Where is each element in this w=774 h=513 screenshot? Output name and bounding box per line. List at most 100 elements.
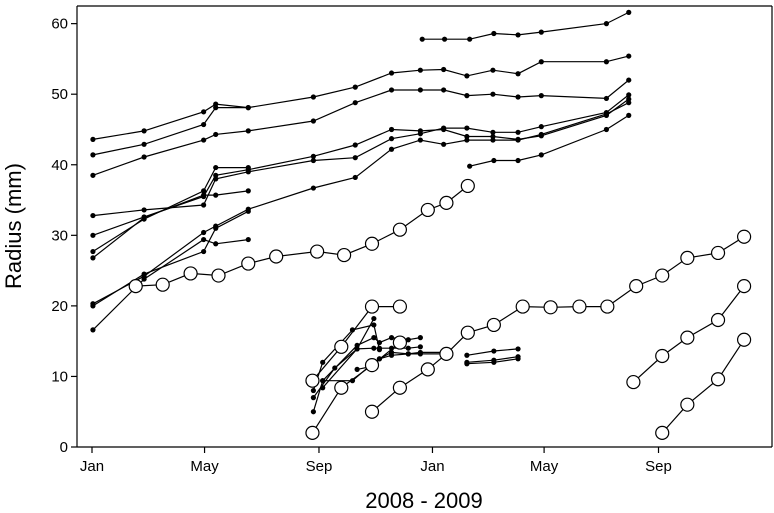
filled-dot-point — [441, 36, 448, 42]
filled-dot-point — [201, 109, 207, 115]
filled-dot-point — [388, 345, 395, 351]
filled-dot-series — [90, 53, 632, 142]
open-circle-point — [655, 268, 670, 283]
y-tick-label: 30 — [51, 227, 68, 244]
filled-dot-point — [90, 212, 96, 219]
open-circle-point — [392, 222, 408, 237]
y-tick-label: 0 — [60, 439, 68, 456]
filled-dot-point — [405, 345, 411, 351]
filled-dot-point — [388, 136, 395, 142]
filled-dot-point — [352, 155, 358, 161]
open-circle-point — [680, 397, 695, 412]
filled-dot-point — [603, 95, 610, 102]
filled-dot-point — [245, 236, 251, 243]
filled-dot-point — [141, 154, 147, 160]
open-circle-series — [655, 332, 752, 440]
filled-dot-point — [417, 87, 423, 93]
filled-dot-point — [417, 351, 423, 357]
x-tick-label: Jan — [80, 458, 104, 475]
filled-dot-point — [491, 348, 497, 354]
filled-dot-point — [405, 337, 411, 343]
filled-dot-point — [371, 322, 377, 328]
open-circle-point — [600, 299, 615, 314]
filled-dot-point — [141, 207, 147, 213]
filled-dot-point — [90, 136, 96, 142]
open-circle-point — [392, 299, 408, 314]
filled-dot-point — [371, 345, 377, 351]
open-circle-point — [334, 380, 349, 395]
filled-dot-point — [90, 303, 96, 309]
filled-dot-point — [90, 152, 96, 158]
filled-dot-point — [388, 126, 395, 133]
open-circle-point — [305, 373, 320, 388]
filled-dot-point — [538, 124, 544, 130]
filled-dot-point — [419, 36, 425, 42]
filled-dot-point — [515, 346, 521, 352]
filled-dot-point — [603, 59, 610, 65]
filled-dot-point — [464, 73, 470, 79]
filled-dot-point — [213, 192, 219, 198]
filled-dot-point — [490, 129, 496, 135]
filled-dot-point — [626, 53, 632, 59]
filled-dot-point — [491, 359, 497, 365]
filled-dot-point — [388, 146, 395, 152]
filled-dot-point — [417, 128, 423, 134]
series-line — [312, 306, 400, 382]
open-circle-point — [155, 277, 170, 292]
filled-dot-point — [464, 93, 470, 99]
filled-dot-point — [310, 409, 316, 415]
x-axis-title: 2008 - 2009 — [365, 488, 482, 513]
open-circle-series — [305, 299, 408, 388]
series-line — [92, 106, 249, 156]
filled-dot-point — [349, 378, 356, 384]
open-circle-point — [736, 229, 752, 244]
filled-dot-point — [213, 164, 219, 171]
filled-dot-point — [320, 385, 326, 391]
open-circle-point — [334, 339, 349, 354]
open-circle-point — [364, 299, 380, 314]
open-circle-point — [241, 256, 256, 271]
y-tick-label: 20 — [51, 298, 68, 315]
y-axis-title: Radius (mm) — [1, 163, 26, 289]
filled-dot-point — [201, 188, 207, 194]
filled-dot-point — [245, 105, 251, 111]
filled-dot-series — [467, 112, 632, 169]
x-tick-label: May — [530, 458, 559, 475]
series-line — [92, 98, 630, 236]
filled-dot-point — [491, 157, 497, 164]
open-circle-point — [710, 372, 726, 387]
series-line — [92, 210, 249, 307]
filled-dot-point — [90, 327, 96, 333]
filled-dot-point — [245, 208, 251, 214]
y-tick-label: 40 — [51, 157, 68, 174]
filled-dot-point — [141, 271, 147, 277]
y-axis-ticks: 0 10 20 30 40 50 60 — [51, 16, 77, 456]
x-tick-label: Sep — [306, 458, 333, 475]
filled-dot-point — [213, 105, 219, 111]
filled-dot-point — [515, 32, 521, 38]
filled-dot-point — [388, 70, 395, 76]
filled-dot-point — [464, 361, 470, 367]
open-circle-point — [486, 317, 501, 333]
filled-dot-point — [417, 344, 423, 350]
open-circle-series — [305, 335, 408, 440]
filled-dot-series — [90, 188, 251, 261]
open-circle-point — [460, 325, 475, 340]
filled-dot-point — [441, 87, 447, 93]
filled-dot-point — [90, 248, 96, 255]
filled-dot-point — [371, 335, 377, 341]
open-circle-point — [211, 268, 226, 283]
open-circle-point — [392, 335, 408, 350]
open-circle-point — [710, 312, 726, 328]
filled-dot-point — [388, 335, 395, 341]
series-line — [92, 102, 629, 305]
filled-dot-series — [90, 77, 632, 178]
filled-dot-point — [491, 30, 497, 37]
filled-dot-point — [320, 359, 326, 365]
open-circle-point — [543, 300, 558, 315]
filled-dot-series — [320, 344, 423, 391]
filled-dot-point — [352, 142, 358, 148]
filled-dot-point — [467, 36, 473, 42]
filled-dot-point — [538, 152, 544, 158]
filled-dot-series — [90, 236, 251, 333]
